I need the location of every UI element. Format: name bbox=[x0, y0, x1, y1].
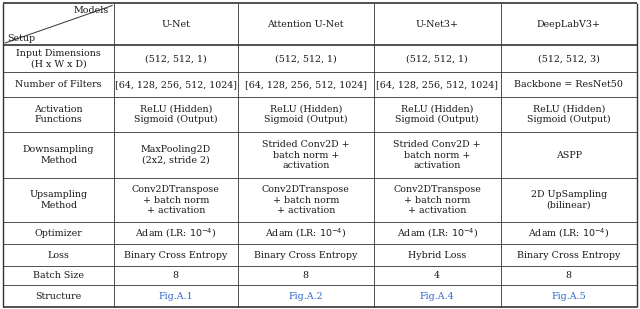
Text: Attention U-Net: Attention U-Net bbox=[268, 20, 344, 29]
Text: 2D UpSampling
(bilinear): 2D UpSampling (bilinear) bbox=[531, 190, 607, 210]
Text: Downsampling
Method: Downsampling Method bbox=[23, 146, 94, 165]
Text: Binary Cross Entropy: Binary Cross Entropy bbox=[517, 251, 620, 260]
Text: Number of Filters: Number of Filters bbox=[15, 80, 102, 89]
Text: (512, 512, 1): (512, 512, 1) bbox=[275, 54, 337, 63]
Text: Fig.A.1: Fig.A.1 bbox=[159, 292, 193, 301]
Text: Adam (LR: $10^{-4}$): Adam (LR: $10^{-4}$) bbox=[528, 226, 609, 240]
Text: DeepLabV3+: DeepLabV3+ bbox=[537, 20, 601, 29]
Text: Input Dimensions
(H x W x D): Input Dimensions (H x W x D) bbox=[16, 49, 101, 69]
Text: Binary Cross Entropy: Binary Cross Entropy bbox=[124, 251, 228, 260]
Text: Structure: Structure bbox=[35, 292, 82, 301]
Text: Batch Size: Batch Size bbox=[33, 271, 84, 280]
Text: [64, 128, 256, 512, 1024]: [64, 128, 256, 512, 1024] bbox=[376, 80, 498, 89]
Text: [64, 128, 256, 512, 1024]: [64, 128, 256, 512, 1024] bbox=[244, 80, 367, 89]
Text: Optimizer: Optimizer bbox=[35, 229, 83, 238]
Text: ReLU (Hidden)
Sigmoid (Output): ReLU (Hidden) Sigmoid (Output) bbox=[264, 105, 348, 124]
Text: MaxPooling2D
(2x2, stride 2): MaxPooling2D (2x2, stride 2) bbox=[141, 146, 211, 165]
Text: Conv2DTranspose
+ batch norm
+ activation: Conv2DTranspose + batch norm + activatio… bbox=[132, 185, 220, 215]
Text: Binary Cross Entropy: Binary Cross Entropy bbox=[254, 251, 357, 260]
Text: ASPP: ASPP bbox=[556, 150, 582, 159]
Text: Fig.A.2: Fig.A.2 bbox=[289, 292, 323, 301]
Text: ReLU (Hidden)
Sigmoid (Output): ReLU (Hidden) Sigmoid (Output) bbox=[527, 105, 611, 124]
Text: 8: 8 bbox=[566, 271, 572, 280]
Text: Adam (LR: $10^{-4}$): Adam (LR: $10^{-4}$) bbox=[397, 226, 478, 240]
Text: Models: Models bbox=[74, 6, 109, 15]
Text: 8: 8 bbox=[173, 271, 179, 280]
Text: Setup: Setup bbox=[7, 34, 35, 43]
Text: Fig.A.4: Fig.A.4 bbox=[420, 292, 454, 301]
Text: Adam (LR: $10^{-4}$): Adam (LR: $10^{-4}$) bbox=[135, 226, 216, 240]
Text: U-Net3+: U-Net3+ bbox=[416, 20, 459, 29]
Text: 4: 4 bbox=[434, 271, 440, 280]
Text: Strided Conv2D +
batch norm +
activation: Strided Conv2D + batch norm + activation bbox=[262, 140, 349, 170]
Text: Strided Conv2D +
batch norm +
activation: Strided Conv2D + batch norm + activation bbox=[394, 140, 481, 170]
Text: (512, 512, 3): (512, 512, 3) bbox=[538, 54, 600, 63]
Text: Fig.A.5: Fig.A.5 bbox=[551, 292, 586, 301]
Text: ReLU (Hidden)
Sigmoid (Output): ReLU (Hidden) Sigmoid (Output) bbox=[396, 105, 479, 124]
Text: Conv2DTranspose
+ batch norm
+ activation: Conv2DTranspose + batch norm + activatio… bbox=[393, 185, 481, 215]
Text: ReLU (Hidden)
Sigmoid (Output): ReLU (Hidden) Sigmoid (Output) bbox=[134, 105, 218, 124]
Text: Hybrid Loss: Hybrid Loss bbox=[408, 251, 467, 260]
Text: Backbone = ResNet50: Backbone = ResNet50 bbox=[515, 80, 623, 89]
Text: Conv2DTranspose
+ batch norm
+ activation: Conv2DTranspose + batch norm + activatio… bbox=[262, 185, 349, 215]
Text: U-Net: U-Net bbox=[161, 20, 190, 29]
Text: Loss: Loss bbox=[48, 251, 70, 260]
Text: Activation
Functions: Activation Functions bbox=[35, 105, 83, 124]
Text: (512, 512, 1): (512, 512, 1) bbox=[406, 54, 468, 63]
Text: Upsampling
Method: Upsampling Method bbox=[29, 190, 88, 210]
Text: Adam (LR: $10^{-4}$): Adam (LR: $10^{-4}$) bbox=[265, 226, 346, 240]
Text: (512, 512, 1): (512, 512, 1) bbox=[145, 54, 207, 63]
Text: [64, 128, 256, 512, 1024]: [64, 128, 256, 512, 1024] bbox=[115, 80, 237, 89]
Text: 8: 8 bbox=[303, 271, 308, 280]
